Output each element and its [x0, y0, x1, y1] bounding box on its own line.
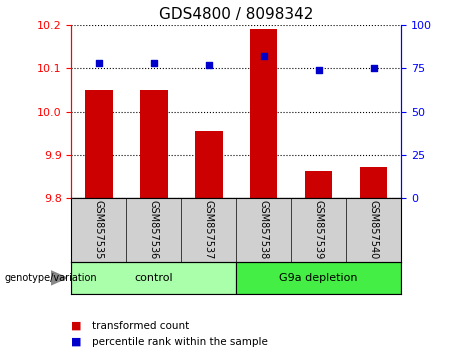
Bar [250, 29, 278, 198]
Bar [360, 167, 387, 198]
Bar [71, 262, 236, 294]
Text: GSM857539: GSM857539 [313, 200, 324, 260]
Text: genotype/variation: genotype/variation [5, 273, 97, 283]
Bar [305, 171, 332, 198]
Text: control: control [135, 273, 173, 283]
Point [205, 62, 213, 68]
Bar [236, 262, 401, 294]
Text: percentile rank within the sample: percentile rank within the sample [92, 337, 268, 347]
Text: ■: ■ [71, 337, 82, 347]
Text: ■: ■ [71, 321, 82, 331]
Point [95, 60, 103, 66]
Bar [195, 131, 223, 198]
Text: transformed count: transformed count [92, 321, 189, 331]
Title: GDS4800 / 8098342: GDS4800 / 8098342 [159, 7, 313, 22]
Text: G9a depletion: G9a depletion [279, 273, 358, 283]
Point [370, 65, 377, 71]
Text: GSM857538: GSM857538 [259, 200, 269, 260]
Text: GSM857535: GSM857535 [94, 200, 104, 260]
Point [260, 53, 267, 59]
Text: GSM857540: GSM857540 [369, 200, 378, 260]
Text: GSM857536: GSM857536 [149, 200, 159, 260]
Text: GSM857537: GSM857537 [204, 200, 214, 260]
Polygon shape [51, 271, 67, 285]
Bar [140, 90, 168, 198]
Bar [85, 90, 112, 198]
Point [150, 60, 158, 66]
Point [315, 67, 322, 73]
